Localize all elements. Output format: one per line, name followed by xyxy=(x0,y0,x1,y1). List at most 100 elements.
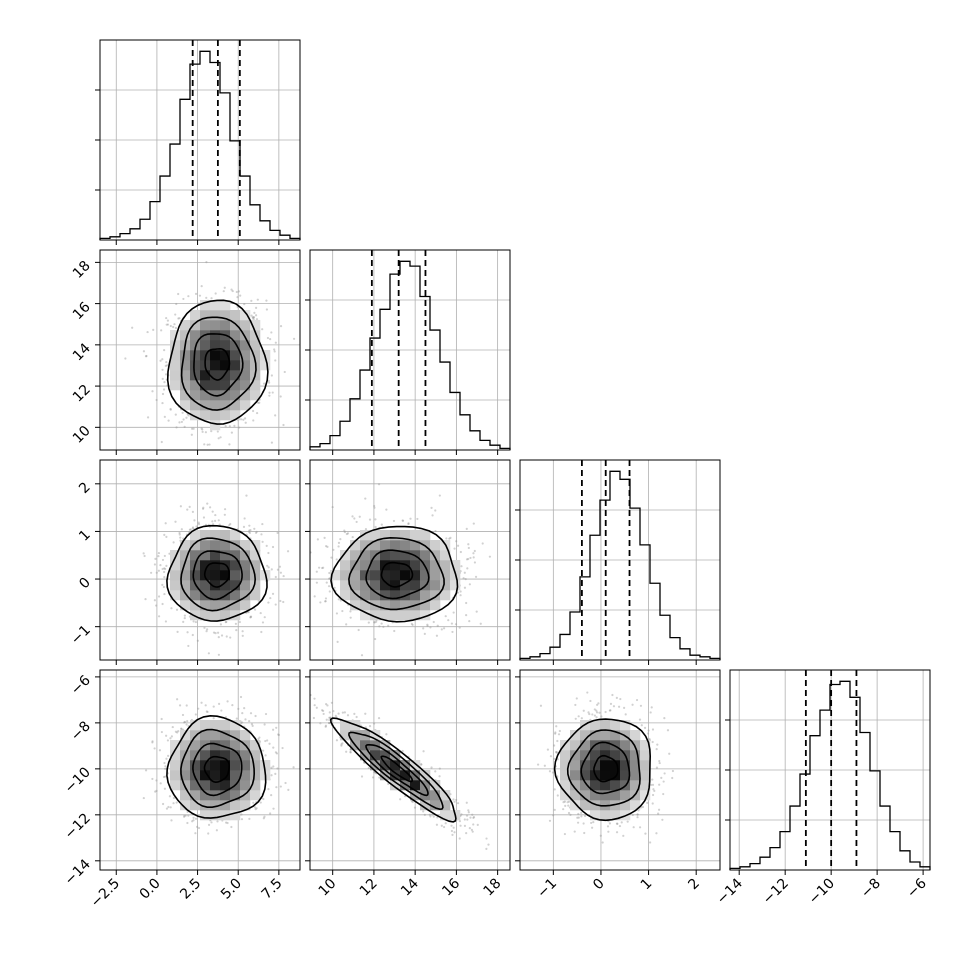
scatter-point xyxy=(586,691,589,694)
scatter-point xyxy=(205,710,208,713)
density-cell xyxy=(220,800,231,811)
density-cell xyxy=(190,750,201,761)
scatter-point xyxy=(596,703,599,706)
density-cell xyxy=(370,560,381,571)
density-cell xyxy=(220,580,231,591)
scatter-point xyxy=(615,822,619,825)
contour-level-0 xyxy=(593,754,619,783)
scatter-point xyxy=(465,601,468,605)
density-cell xyxy=(170,570,181,581)
scatter-point xyxy=(322,566,325,569)
scatter-point xyxy=(224,424,227,428)
histogram-panel-1 xyxy=(305,249,511,451)
scatter-point xyxy=(167,805,170,809)
scatter-point xyxy=(270,441,274,444)
scatter-point xyxy=(266,336,270,340)
scatter-point xyxy=(453,831,456,834)
histogram-series-3 xyxy=(729,680,931,870)
scatter-point xyxy=(163,533,166,536)
density-cell xyxy=(190,530,201,541)
density-cell xyxy=(230,580,241,591)
density-cell xyxy=(360,560,371,571)
scatter-point xyxy=(567,811,571,815)
scatter-point xyxy=(146,330,149,334)
scatter-point xyxy=(165,757,168,760)
x-tick-label: −2.5 xyxy=(88,876,123,911)
density-cell xyxy=(190,330,201,341)
scatter-point xyxy=(155,789,158,793)
scatter-point xyxy=(631,813,634,817)
scatter-point xyxy=(275,786,278,789)
scatter-point xyxy=(160,329,163,332)
scatter-point xyxy=(155,604,158,607)
scatter-point xyxy=(656,743,659,746)
scatter-point xyxy=(187,414,190,417)
density-cell xyxy=(220,770,231,781)
scatter-point xyxy=(577,816,580,819)
scatter-point xyxy=(142,796,145,800)
density-cell xyxy=(620,800,631,811)
scatter-point xyxy=(472,816,475,819)
density-cell xyxy=(240,540,251,551)
density-cell xyxy=(180,360,191,371)
scatter-point xyxy=(312,716,315,720)
density-cell xyxy=(560,780,571,791)
scatter-point xyxy=(248,531,251,535)
scatter-point xyxy=(651,783,655,786)
scatter-point xyxy=(145,354,148,358)
density-cell xyxy=(220,370,231,381)
density-cell xyxy=(210,550,221,561)
scatter-point xyxy=(252,801,255,804)
scatter-point xyxy=(409,517,412,520)
density-cell xyxy=(190,730,201,741)
density-cell xyxy=(240,560,251,571)
scatter-point xyxy=(161,358,164,361)
scatter-point xyxy=(210,821,213,824)
scatter-point xyxy=(374,518,377,521)
scatter-point xyxy=(165,316,168,320)
scatter-point xyxy=(216,820,219,823)
density-cell xyxy=(370,750,381,761)
scatter-point xyxy=(607,830,610,833)
density-cell xyxy=(240,360,251,371)
scatter-point xyxy=(597,702,600,705)
density-cell xyxy=(190,310,201,321)
scatter-point xyxy=(411,623,414,627)
scatter-point xyxy=(327,721,331,725)
scatter-point xyxy=(463,818,466,821)
scatter-point xyxy=(422,627,425,630)
density-cell xyxy=(580,740,591,751)
scatter-point xyxy=(292,337,296,340)
y-tick-label: 1 xyxy=(76,527,94,545)
scatter-point xyxy=(194,620,198,624)
scatter-point xyxy=(254,531,258,534)
density-cell xyxy=(230,720,241,731)
scatter-point xyxy=(474,575,478,578)
scatter-point xyxy=(183,614,186,617)
density-cell xyxy=(370,580,381,591)
scatter-point xyxy=(276,568,279,571)
scatter-point xyxy=(345,750,348,753)
scatter-point xyxy=(185,416,188,419)
scatter-point xyxy=(258,736,261,739)
density-cell xyxy=(180,740,191,751)
density-cell xyxy=(430,600,441,611)
scatter-point xyxy=(263,616,266,619)
density-cell xyxy=(250,340,261,351)
scatter-point xyxy=(349,751,352,754)
scatter-point xyxy=(124,357,127,360)
scatter-point xyxy=(463,824,467,827)
scatter-point xyxy=(266,739,269,742)
density-cell xyxy=(220,300,231,311)
x-tick-label: 18 xyxy=(481,876,505,900)
density-cell xyxy=(420,800,431,811)
density-cell xyxy=(620,770,631,781)
density-cell xyxy=(370,590,381,601)
scatter-point xyxy=(445,537,448,540)
density-cell xyxy=(230,740,241,751)
scatter-point xyxy=(373,722,376,725)
scatter-point xyxy=(144,598,147,601)
scatter-point xyxy=(380,622,383,625)
scatter-point xyxy=(174,520,177,523)
density-cell xyxy=(220,360,231,371)
